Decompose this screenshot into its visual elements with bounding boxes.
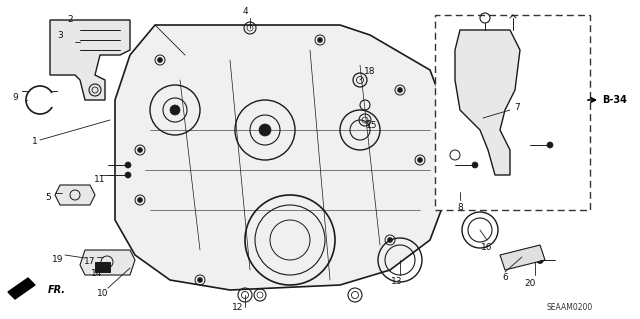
Circle shape [138,197,143,203]
Text: 7: 7 [514,103,520,113]
Text: 19: 19 [52,256,64,264]
Text: 2: 2 [67,16,73,25]
Text: 11: 11 [94,175,106,184]
Text: 16: 16 [481,242,493,251]
Circle shape [259,124,271,136]
Text: 1: 1 [32,137,38,146]
Circle shape [387,238,392,242]
Circle shape [138,147,143,152]
Text: 10: 10 [97,290,109,299]
Polygon shape [455,30,520,175]
Text: FR.: FR. [48,285,66,295]
Text: 4: 4 [242,8,248,17]
Polygon shape [50,20,130,100]
Circle shape [157,57,163,63]
Text: 13: 13 [391,278,403,286]
Text: 18: 18 [364,68,376,77]
Circle shape [125,162,131,168]
Polygon shape [115,25,445,290]
Polygon shape [55,185,95,205]
Polygon shape [500,245,545,270]
Text: 15: 15 [366,122,378,130]
Text: 12: 12 [232,303,244,313]
Circle shape [547,142,553,148]
Circle shape [170,105,180,115]
Circle shape [536,256,543,263]
Polygon shape [458,100,510,135]
Text: SEAAM0200: SEAAM0200 [547,303,593,313]
Text: 14: 14 [92,269,102,278]
Circle shape [198,278,202,283]
Text: 6: 6 [502,273,508,283]
Text: 9: 9 [12,93,18,102]
Text: 8: 8 [457,204,463,212]
Text: 3: 3 [57,31,63,40]
Polygon shape [8,278,35,299]
Text: 20: 20 [524,278,536,287]
Text: 17: 17 [84,257,96,266]
Bar [95,262,110,272]
Circle shape [317,38,323,42]
Circle shape [397,87,403,93]
Circle shape [125,172,131,178]
Circle shape [472,162,478,168]
Text: 5: 5 [45,194,51,203]
Circle shape [417,158,422,162]
Polygon shape [80,250,135,275]
Text: B-34: B-34 [603,95,627,105]
Bar [435,15,590,210]
